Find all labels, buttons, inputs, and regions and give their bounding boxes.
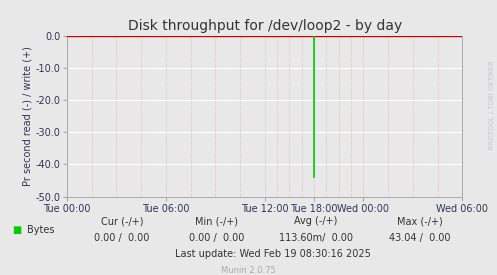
Text: 43.04 /  0.00: 43.04 / 0.00 bbox=[389, 233, 451, 243]
Text: Last update: Wed Feb 19 08:30:16 2025: Last update: Wed Feb 19 08:30:16 2025 bbox=[175, 249, 371, 259]
Text: ■: ■ bbox=[12, 225, 22, 235]
Text: 0.00 /  0.00: 0.00 / 0.00 bbox=[94, 233, 150, 243]
Title: Disk throughput for /dev/loop2 - by day: Disk throughput for /dev/loop2 - by day bbox=[128, 19, 402, 33]
Text: RRDTOOL / TOBI OETIKER: RRDTOOL / TOBI OETIKER bbox=[489, 60, 495, 149]
Text: Max (-/+): Max (-/+) bbox=[397, 216, 443, 226]
Text: Munin 2.0.75: Munin 2.0.75 bbox=[221, 266, 276, 274]
Text: Min (-/+): Min (-/+) bbox=[195, 216, 238, 226]
Text: 113.60m/  0.00: 113.60m/ 0.00 bbox=[279, 233, 352, 243]
Text: Cur (-/+): Cur (-/+) bbox=[100, 216, 143, 226]
Text: Bytes: Bytes bbox=[27, 225, 55, 235]
Y-axis label: Pr second read (-) / write (+): Pr second read (-) / write (+) bbox=[22, 46, 32, 186]
Text: 0.00 /  0.00: 0.00 / 0.00 bbox=[188, 233, 244, 243]
Text: Avg (-/+): Avg (-/+) bbox=[294, 216, 337, 226]
